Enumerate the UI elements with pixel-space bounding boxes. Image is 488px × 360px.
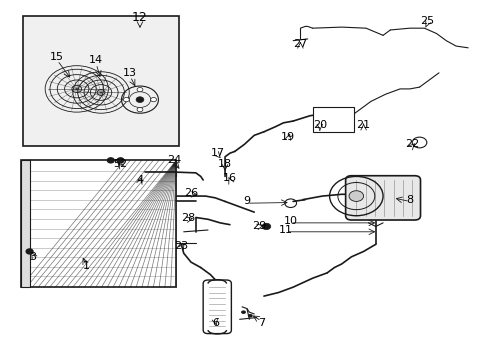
Text: 24: 24 <box>166 156 181 165</box>
FancyBboxPatch shape <box>203 280 231 334</box>
Text: 4: 4 <box>136 175 143 185</box>
Text: 52: 52 <box>113 159 127 169</box>
Circle shape <box>123 98 129 102</box>
Bar <box>21 160 30 287</box>
Circle shape <box>137 108 142 112</box>
Circle shape <box>107 158 114 163</box>
Circle shape <box>136 97 143 103</box>
Text: 13: 13 <box>123 68 137 78</box>
Text: 21: 21 <box>356 120 370 130</box>
Bar <box>312 108 353 132</box>
Text: 9: 9 <box>243 197 250 206</box>
Text: 25: 25 <box>419 16 433 26</box>
Text: 16: 16 <box>223 173 236 183</box>
Text: 6: 6 <box>211 318 218 328</box>
Circle shape <box>150 98 156 102</box>
Circle shape <box>137 87 142 92</box>
Text: 17: 17 <box>210 148 224 158</box>
Text: 14: 14 <box>89 55 103 65</box>
Bar <box>23 16 179 146</box>
Text: 28: 28 <box>181 212 195 222</box>
Circle shape <box>241 310 245 314</box>
Text: 26: 26 <box>183 188 198 198</box>
Text: 7: 7 <box>258 318 264 328</box>
Circle shape <box>117 158 123 163</box>
Text: 29: 29 <box>251 221 265 231</box>
Text: 10: 10 <box>283 216 297 226</box>
Text: 23: 23 <box>174 241 188 251</box>
Circle shape <box>262 223 270 230</box>
Text: 18: 18 <box>218 159 232 169</box>
Text: 11: 11 <box>278 225 292 235</box>
Text: 12: 12 <box>132 11 147 24</box>
FancyBboxPatch shape <box>345 176 420 220</box>
Bar <box>21 160 176 287</box>
Text: 22: 22 <box>404 139 419 149</box>
Circle shape <box>348 191 363 202</box>
Text: 8: 8 <box>406 195 412 204</box>
Text: 3: 3 <box>29 252 37 262</box>
Text: 15: 15 <box>50 52 64 62</box>
Text: 19: 19 <box>281 132 295 142</box>
Circle shape <box>26 249 33 254</box>
Text: 20: 20 <box>312 120 326 130</box>
Circle shape <box>247 314 252 318</box>
Text: 1: 1 <box>83 261 90 271</box>
Text: 27: 27 <box>293 39 307 49</box>
